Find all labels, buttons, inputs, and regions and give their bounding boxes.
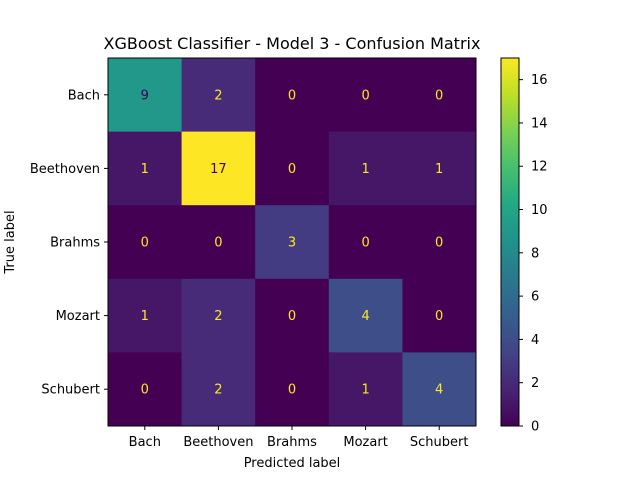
- matrix-cell-value: 1: [361, 162, 369, 177]
- matrix-cell: [328, 278, 403, 353]
- matrix-cell: [402, 58, 477, 133]
- x-axis-label: Predicted label: [244, 456, 341, 471]
- matrix-cells: [108, 58, 477, 427]
- matrix-cell-value: 4: [435, 383, 443, 398]
- matrix-cell-value: 9: [141, 88, 149, 103]
- matrix-cell: [255, 205, 330, 280]
- matrix-cell-value: 0: [361, 88, 369, 103]
- y-axis-label: True label: [3, 210, 18, 274]
- matrix-cell-value: 1: [361, 383, 369, 398]
- matrix-cell-labels: 9 2 0 0 0 1 17 0 1 1 0 0 3 0 0 1 2 0 4 0 0 2 0 1 4: [141, 88, 444, 397]
- matrix-cell: [108, 205, 183, 280]
- colorbar-ticks: 0 2 4 6 8 10 12 14 16: [519, 73, 548, 435]
- colorbar-tick-label: 8: [531, 246, 539, 261]
- matrix-cell-value: 3: [288, 236, 296, 251]
- colorbar-tick-label: 10: [531, 203, 548, 218]
- matrix-cell: [402, 205, 477, 280]
- matrix-cell-value: 0: [288, 88, 296, 103]
- matrix-cell: [402, 278, 477, 353]
- x-tick-label: Bach: [129, 435, 161, 450]
- matrix-cell: [108, 352, 183, 427]
- matrix-cell: [255, 352, 330, 427]
- colorbar: [500, 57, 520, 427]
- x-tick-label: Brahms: [267, 435, 317, 450]
- matrix-cell-value: 2: [214, 88, 222, 103]
- x-tick-label: Beethoven: [183, 435, 253, 450]
- matrix-cell-value: 0: [288, 309, 296, 324]
- y-tick-label: Bach: [68, 88, 100, 103]
- matrix-cell: [108, 278, 183, 353]
- matrix-cell-value: 1: [435, 162, 443, 177]
- y-axis-ticks: Bach Beethoven Brahms Mozart Schubert: [30, 88, 108, 398]
- colorbar-tick-label: 0: [531, 420, 539, 435]
- matrix-cell-value: 1: [141, 309, 149, 324]
- matrix-cell: [181, 131, 256, 206]
- matrix-cell-value: 2: [214, 383, 222, 398]
- matrix-cell-value: 0: [288, 162, 296, 177]
- matrix-cell-value: 0: [141, 383, 149, 398]
- matrix-cell-value: 0: [435, 88, 443, 103]
- matrix-cell: [328, 58, 403, 133]
- matrix-cell: [255, 131, 330, 206]
- colorbar-tick-label: 4: [531, 333, 539, 348]
- chart-title: XGBoost Classifier - Model 3 - Confusion…: [104, 34, 481, 53]
- matrix-cell: [181, 352, 256, 427]
- matrix-cell-value: 0: [435, 309, 443, 324]
- y-tick-label: Brahms: [50, 236, 100, 251]
- matrix-cell: [402, 352, 477, 427]
- matrix-cell: [255, 58, 330, 133]
- matrix-cell: [328, 352, 403, 427]
- colorbar-tick-label: 14: [531, 116, 548, 131]
- matrix-cell-value: 17: [210, 162, 227, 177]
- x-tick-label: Schubert: [410, 435, 469, 450]
- matrix-cell: [255, 278, 330, 353]
- matrix-cell-value: 0: [361, 236, 369, 251]
- matrix-cell-value: 2: [214, 309, 222, 324]
- y-tick-label: Beethoven: [30, 162, 100, 177]
- matrix-cell: [402, 131, 477, 206]
- matrix-cell-value: 0: [214, 236, 222, 251]
- matrix-cell-value: 4: [361, 309, 369, 324]
- matrix-cell: [181, 58, 256, 133]
- y-tick-label: Mozart: [56, 309, 100, 324]
- matrix-cell-value: 1: [141, 162, 149, 177]
- colorbar-tick-label: 16: [531, 73, 548, 88]
- x-axis-ticks: Bach Beethoven Brahms Mozart Schubert: [129, 426, 469, 450]
- colorbar-tick-label: 2: [531, 376, 539, 391]
- matrix-cell: [181, 205, 256, 280]
- colorbar-tick-label: 6: [531, 290, 539, 305]
- matrix-cell: [328, 205, 403, 280]
- matrix-cell: [181, 278, 256, 353]
- matrix-cell: [108, 58, 183, 133]
- colorbar-tick-label: 12: [531, 160, 548, 175]
- matrix-cell: [108, 131, 183, 206]
- matrix-cell-value: 0: [435, 236, 443, 251]
- y-tick-label: Schubert: [41, 383, 100, 398]
- matrix-cell-value: 0: [288, 383, 296, 398]
- matrix-cell-value: 0: [141, 236, 149, 251]
- matrix-cell: [328, 131, 403, 206]
- x-tick-label: Mozart: [343, 435, 387, 450]
